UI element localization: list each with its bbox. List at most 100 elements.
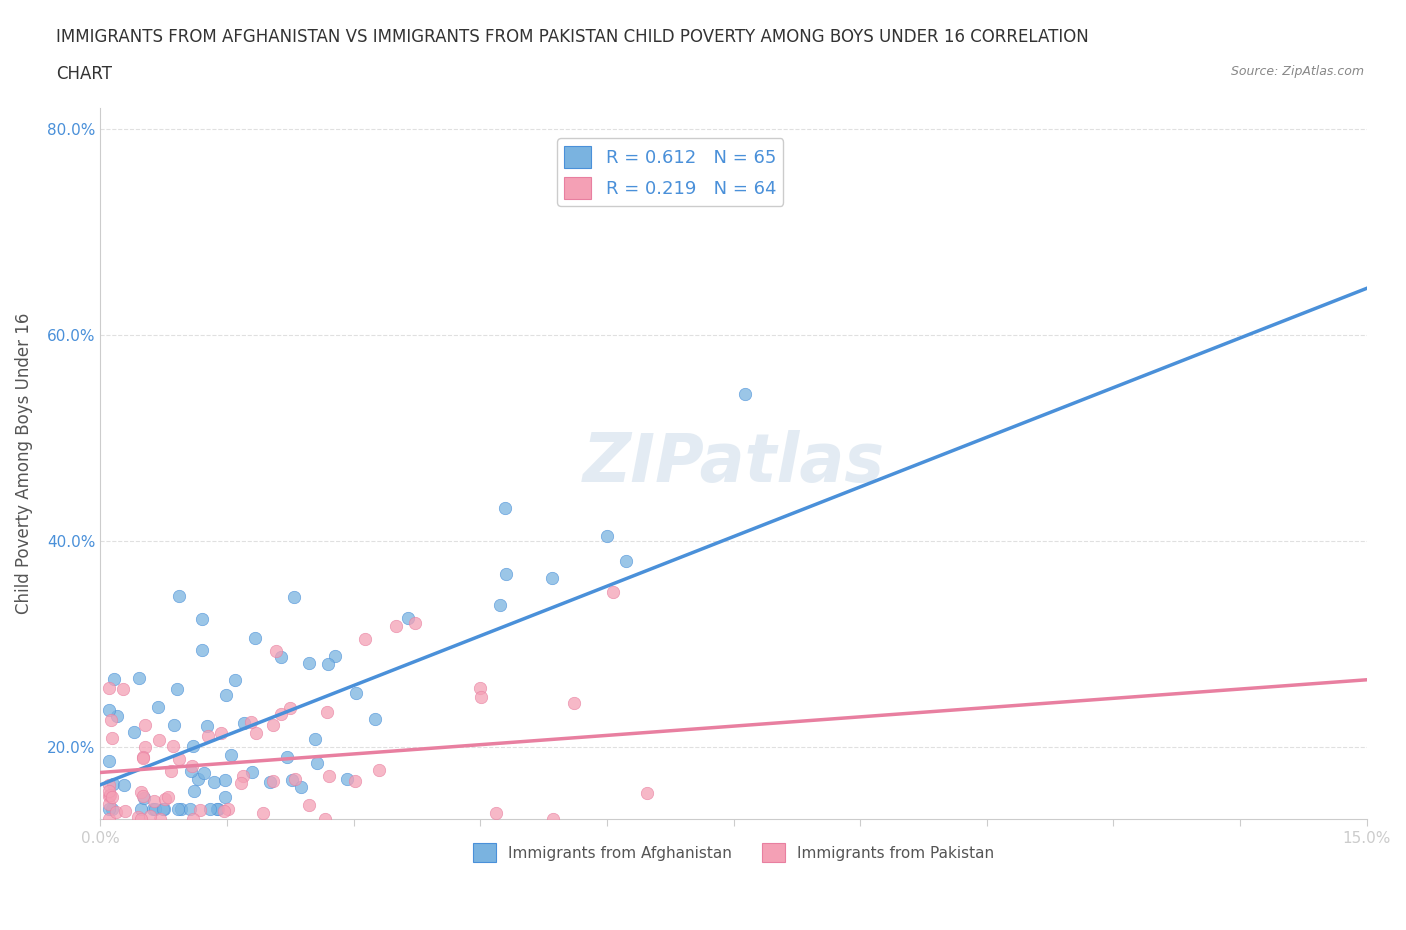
Point <box>595 529 617 544</box>
Y-axis label: Child Poverty Among Boys Under 16: Child Poverty Among Boys Under 16 <box>15 312 32 614</box>
Point <box>323 648 346 663</box>
Point <box>215 688 238 703</box>
Point <box>98 681 121 696</box>
Point <box>146 699 169 714</box>
Point <box>156 790 179 804</box>
Point <box>97 753 120 768</box>
Point <box>134 791 156 806</box>
Point <box>202 775 225 790</box>
Point <box>105 709 128 724</box>
Point <box>276 750 298 764</box>
Point <box>207 801 229 816</box>
Point <box>183 783 205 798</box>
Point <box>224 672 246 687</box>
Point <box>128 671 150 685</box>
Point <box>97 777 120 792</box>
Point <box>636 786 658 801</box>
Point <box>232 716 254 731</box>
Point <box>364 711 387 726</box>
Point <box>97 784 120 799</box>
Point <box>187 772 209 787</box>
Point <box>284 771 307 786</box>
Point <box>270 707 292 722</box>
Point <box>367 763 389 777</box>
Point <box>163 717 186 732</box>
Point <box>385 618 408 633</box>
Point <box>307 755 329 770</box>
Point <box>240 764 263 779</box>
Point <box>181 759 204 774</box>
Point <box>103 671 125 686</box>
Point <box>195 719 218 734</box>
Point <box>97 811 120 826</box>
Point <box>283 590 305 604</box>
Legend: Immigrants from Afghanistan, Immigrants from Pakistan: Immigrants from Afghanistan, Immigrants … <box>467 837 1001 868</box>
Point <box>734 387 756 402</box>
Point <box>489 598 512 613</box>
Point <box>541 811 564 826</box>
Point <box>127 809 149 824</box>
Point <box>134 739 156 754</box>
Point <box>281 773 304 788</box>
Point <box>232 769 254 784</box>
Point <box>153 801 176 816</box>
Point <box>153 792 176 807</box>
Point <box>143 801 166 816</box>
Point <box>336 772 359 787</box>
Point <box>132 749 155 764</box>
Point <box>100 790 122 804</box>
Point <box>217 802 239 817</box>
Point <box>97 789 120 804</box>
Point <box>122 724 145 739</box>
Point <box>270 649 292 664</box>
Point <box>191 643 214 658</box>
Point <box>160 764 183 778</box>
Point <box>290 779 312 794</box>
Point <box>148 733 170 748</box>
Text: IMMIGRANTS FROM AFGHANISTAN VS IMMIGRANTS FROM PAKISTAN CHILD POVERTY AMONG BOYS: IMMIGRANTS FROM AFGHANISTAN VS IMMIGRANT… <box>56 28 1090 46</box>
Point <box>105 804 128 819</box>
Point <box>134 717 156 732</box>
Point <box>396 610 419 625</box>
Point <box>278 701 301 716</box>
Point <box>100 788 122 803</box>
Point <box>240 714 263 729</box>
Point <box>245 631 267 645</box>
Point <box>179 801 201 816</box>
Point <box>214 772 236 787</box>
Point <box>142 801 165 816</box>
Point <box>252 806 274 821</box>
Point <box>318 657 340 671</box>
Point <box>219 748 242 763</box>
Point <box>143 794 166 809</box>
Point <box>129 801 152 816</box>
Point <box>209 725 232 740</box>
Point <box>132 789 155 804</box>
Point <box>344 685 367 700</box>
Text: ZIPatlas: ZIPatlas <box>582 431 884 497</box>
Point <box>198 801 221 816</box>
Point <box>562 696 585 711</box>
Point <box>266 644 288 659</box>
Point <box>541 571 564 586</box>
Point <box>180 764 202 778</box>
Point <box>191 611 214 626</box>
Point <box>181 738 204 753</box>
Point <box>494 500 516 515</box>
Point <box>131 811 153 826</box>
Point <box>132 751 155 765</box>
Point <box>197 728 219 743</box>
Point <box>614 553 637 568</box>
Point <box>138 809 160 824</box>
Point <box>245 725 267 740</box>
Point <box>298 798 321 813</box>
Point <box>262 717 284 732</box>
Point <box>100 713 122 728</box>
Point <box>404 615 426 630</box>
Point <box>167 751 190 766</box>
Point <box>298 656 321 671</box>
Point <box>353 631 375 646</box>
Point <box>101 730 124 745</box>
Point <box>149 811 172 826</box>
Point <box>188 803 211 817</box>
